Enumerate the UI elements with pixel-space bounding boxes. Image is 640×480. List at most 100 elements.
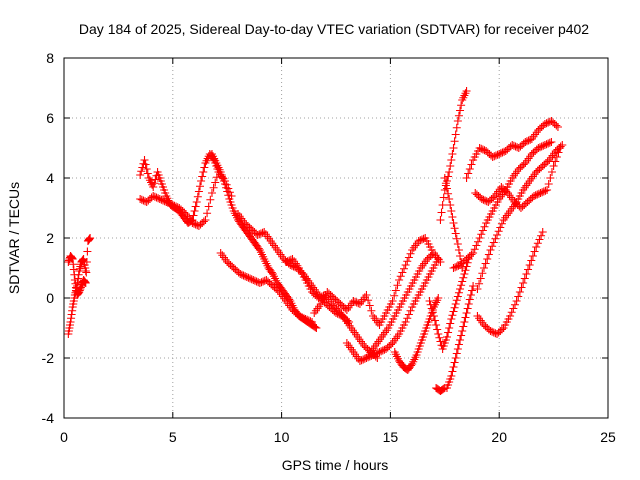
series-track-w (471, 144, 565, 212)
data-point (533, 190, 542, 199)
data-point (546, 174, 555, 182)
data-point (542, 140, 551, 149)
data-point (446, 162, 455, 170)
data-point (209, 183, 218, 192)
data-point (522, 270, 531, 278)
data-point (534, 144, 543, 152)
data-point (417, 235, 426, 244)
data-point (458, 277, 467, 286)
data-point (448, 213, 457, 221)
data-point (491, 234, 500, 243)
x-tick-label: 25 (600, 429, 616, 445)
data-point (188, 219, 197, 227)
data-point (149, 183, 158, 191)
data-point (190, 207, 199, 215)
data-point (477, 195, 486, 203)
data-point (83, 247, 92, 256)
data-point (472, 241, 481, 250)
data-point (304, 316, 313, 325)
data-point (475, 279, 484, 288)
data-point (460, 318, 469, 326)
data-point (447, 372, 456, 380)
data-point (239, 271, 248, 280)
data-point (191, 202, 200, 211)
series-track-p (432, 384, 449, 395)
data-point (551, 157, 560, 166)
data-point (489, 238, 498, 247)
series-track-k (342, 255, 443, 365)
series-track-r (440, 174, 467, 272)
data-point (444, 189, 453, 198)
data-point (236, 270, 245, 278)
series-track-v (473, 228, 547, 338)
data-point (436, 216, 445, 224)
data-point (436, 337, 445, 346)
data-point (549, 162, 558, 170)
data-point (198, 172, 207, 181)
data-point (464, 169, 473, 178)
data-point (448, 150, 457, 158)
data-point (478, 145, 487, 154)
data-point (204, 202, 213, 211)
data-point (451, 130, 460, 139)
data-point (541, 186, 550, 195)
data-point (365, 301, 374, 310)
data-point (434, 294, 443, 302)
data-point (299, 314, 308, 323)
data-point (150, 192, 159, 201)
data-point (434, 330, 443, 338)
data-point (373, 348, 382, 357)
data-point (260, 276, 269, 285)
data-point (453, 292, 462, 301)
data-point (253, 231, 262, 239)
data-point (449, 144, 458, 152)
data-point (168, 201, 177, 209)
data-point (512, 297, 521, 305)
data-point (222, 183, 231, 192)
data-point (488, 153, 497, 161)
data-point (445, 324, 454, 332)
data-point (498, 148, 507, 157)
data-point (442, 184, 451, 193)
data-point (452, 349, 461, 358)
data-point (552, 153, 561, 161)
data-point (454, 246, 463, 254)
data-point (449, 363, 458, 371)
data-point (536, 189, 545, 197)
data-point (491, 151, 500, 160)
data-point (552, 121, 561, 130)
data-point (154, 194, 163, 203)
data-point (452, 123, 461, 132)
data-point (519, 160, 528, 169)
data-point (486, 246, 495, 254)
data-point (404, 253, 413, 262)
data-point (432, 321, 441, 329)
data-point (414, 237, 423, 245)
data-point (477, 144, 486, 153)
data-point (155, 195, 164, 203)
data-point (352, 298, 361, 307)
data-point (457, 101, 466, 110)
data-point (440, 174, 449, 182)
data-point (527, 256, 536, 265)
data-point (237, 270, 246, 279)
data-point (206, 195, 215, 204)
data-point (496, 149, 505, 158)
data-point (437, 208, 446, 217)
series-track-o (442, 282, 478, 392)
data-point (454, 340, 463, 349)
data-point (451, 263, 460, 272)
data-point (537, 231, 546, 240)
data-point (438, 201, 447, 209)
data-point (416, 236, 425, 245)
data-point (404, 310, 413, 319)
data-point (506, 312, 515, 320)
data-point (473, 285, 482, 293)
data-point (149, 192, 158, 200)
data-point (451, 229, 460, 238)
y-tick-label: 8 (46, 50, 54, 66)
data-point (444, 328, 453, 337)
data-point (354, 299, 363, 308)
data-point (457, 331, 466, 340)
series-track-t (462, 117, 562, 182)
